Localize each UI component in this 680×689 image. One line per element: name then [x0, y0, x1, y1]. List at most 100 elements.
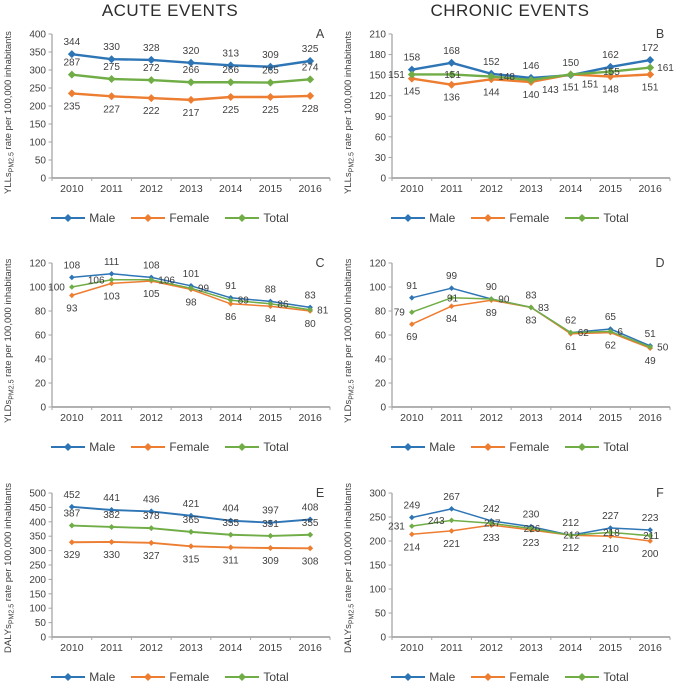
marker-total [527, 75, 535, 84]
x-tick-label: 2012 [140, 412, 164, 424]
legend-marker-male-icon [391, 443, 426, 451]
legend-item-female: Female [471, 440, 549, 454]
y-tick-label: 150 [369, 71, 386, 82]
data-label-female: 235 [64, 101, 81, 112]
panel-B: B YLLsPM2.5 rate per 100,000 inhabitants 0… [340, 22, 680, 230]
data-label-male: 227 [602, 511, 619, 522]
marker-male [187, 58, 195, 67]
legend-label-female: Female [169, 211, 210, 225]
marker-total [448, 517, 455, 524]
data-label-male: 249 [404, 500, 421, 511]
y-axis-title: YLDsPM2.5 rate per 100,000 inhabitants [3, 258, 16, 423]
panel-letter-C: C [315, 256, 324, 270]
data-label-total: 100 [48, 283, 65, 294]
data-label-male: 421 [183, 499, 200, 510]
data-label-total: 62 [578, 328, 590, 339]
data-label-female: 105 [143, 289, 160, 300]
y-axis-title: YLLsPM2.5 rate per 100,000 inhabitants [343, 31, 356, 194]
x-tick-label: 2012 [480, 183, 504, 195]
x-tick-label: 2015 [599, 642, 623, 654]
data-label-female: 212 [562, 543, 579, 554]
data-label-female: 227 [103, 104, 120, 115]
legend-item-male: Male [51, 211, 115, 225]
legend-marker-female-icon [471, 673, 506, 681]
marker-female [647, 538, 653, 544]
data-label-male: 452 [64, 490, 81, 501]
y-tick-label: 100 [369, 585, 386, 596]
data-label-male: 108 [64, 260, 81, 271]
legend-marker-male-icon [51, 214, 86, 222]
y-tick-label: 350 [29, 48, 46, 59]
data-label-total: 355 [302, 518, 319, 529]
marker-female [306, 91, 315, 100]
y-tick-label: 150 [29, 589, 46, 600]
y-tick-label: 120 [369, 259, 386, 270]
y-axis-title: DALYsPM2.5 rate per 100,000 inhabitants [343, 483, 356, 653]
x-tick-label: 2012 [140, 642, 164, 654]
data-label-total: 155 [603, 67, 620, 78]
data-label-female: 308 [302, 556, 319, 567]
data-label-female: 330 [103, 550, 120, 561]
legend-C: Male Female Total [0, 435, 340, 459]
data-label-total: 378 [143, 511, 160, 522]
y-tick-label: 100 [29, 604, 46, 615]
marker-male [108, 271, 115, 277]
x-tick-label: 2016 [298, 183, 322, 195]
panel-letter-B: B [656, 27, 664, 41]
data-label-female: 84 [265, 314, 277, 325]
marker-total [409, 309, 415, 315]
data-label-total: 231 [388, 522, 405, 533]
legend-marker-total-icon [225, 443, 260, 451]
marker-total [647, 344, 653, 350]
data-label-male: 242 [483, 504, 500, 515]
legend-label-total: Total [603, 211, 629, 225]
y-tick-label: 400 [29, 30, 46, 41]
data-label-total: 91 [447, 293, 459, 304]
y-tick-label: 350 [29, 532, 46, 543]
data-label-female: 144 [483, 87, 500, 98]
data-label-female: 311 [223, 555, 239, 566]
y-tick-label: 150 [29, 120, 46, 131]
data-label-female: 223 [523, 538, 540, 549]
data-label-male: 158 [404, 53, 421, 64]
x-tick-label: 2010 [400, 642, 424, 654]
data-label-female: 93 [66, 303, 78, 314]
data-label-female: 309 [262, 556, 279, 567]
marker-male [607, 525, 614, 531]
x-tick-label: 2013 [179, 183, 203, 195]
data-label-female: 61 [565, 342, 577, 353]
data-label-female: 83 [525, 315, 537, 326]
data-label-male: 152 [483, 57, 500, 68]
marker-male [409, 295, 415, 301]
marker-total [306, 75, 315, 84]
data-label-total: 355 [222, 518, 239, 529]
marker-total [567, 532, 574, 539]
legend-item-total: Total [565, 211, 629, 225]
x-tick-label: 2012 [480, 642, 504, 654]
data-label-female: 86 [225, 312, 237, 323]
marker-total [188, 528, 194, 535]
data-label-male: 99 [446, 271, 458, 282]
data-label-total: 79 [394, 308, 406, 319]
legend-item-total: Total [225, 670, 289, 684]
legend-marker-total-icon [565, 443, 600, 451]
data-label-female: 136 [443, 93, 460, 104]
marker-female [407, 74, 416, 83]
chart-canvas-E: E DALYsPM2.5 rate per 100,000 inhabitants… [3, 483, 331, 654]
data-label-male: 267 [443, 492, 460, 503]
legend-item-male: Male [51, 670, 115, 684]
data-label-female: 62 [605, 341, 617, 352]
y-tick-label: 50 [375, 609, 387, 620]
marker-female [266, 93, 275, 101]
marker-total [147, 76, 156, 85]
data-label-total: 237 [484, 519, 501, 530]
y-tick-label: 80 [375, 307, 387, 318]
legend-item-total: Total [225, 440, 289, 454]
marker-female [307, 545, 314, 552]
data-label-female: 217 [183, 108, 200, 119]
y-tick-label: 20 [35, 379, 47, 390]
data-label-male: 91 [406, 281, 418, 292]
y-tick-label: 0 [380, 174, 386, 185]
panel-A: A YLLsPM2.5 rate per 100,000 inhabitants 0… [0, 22, 340, 230]
